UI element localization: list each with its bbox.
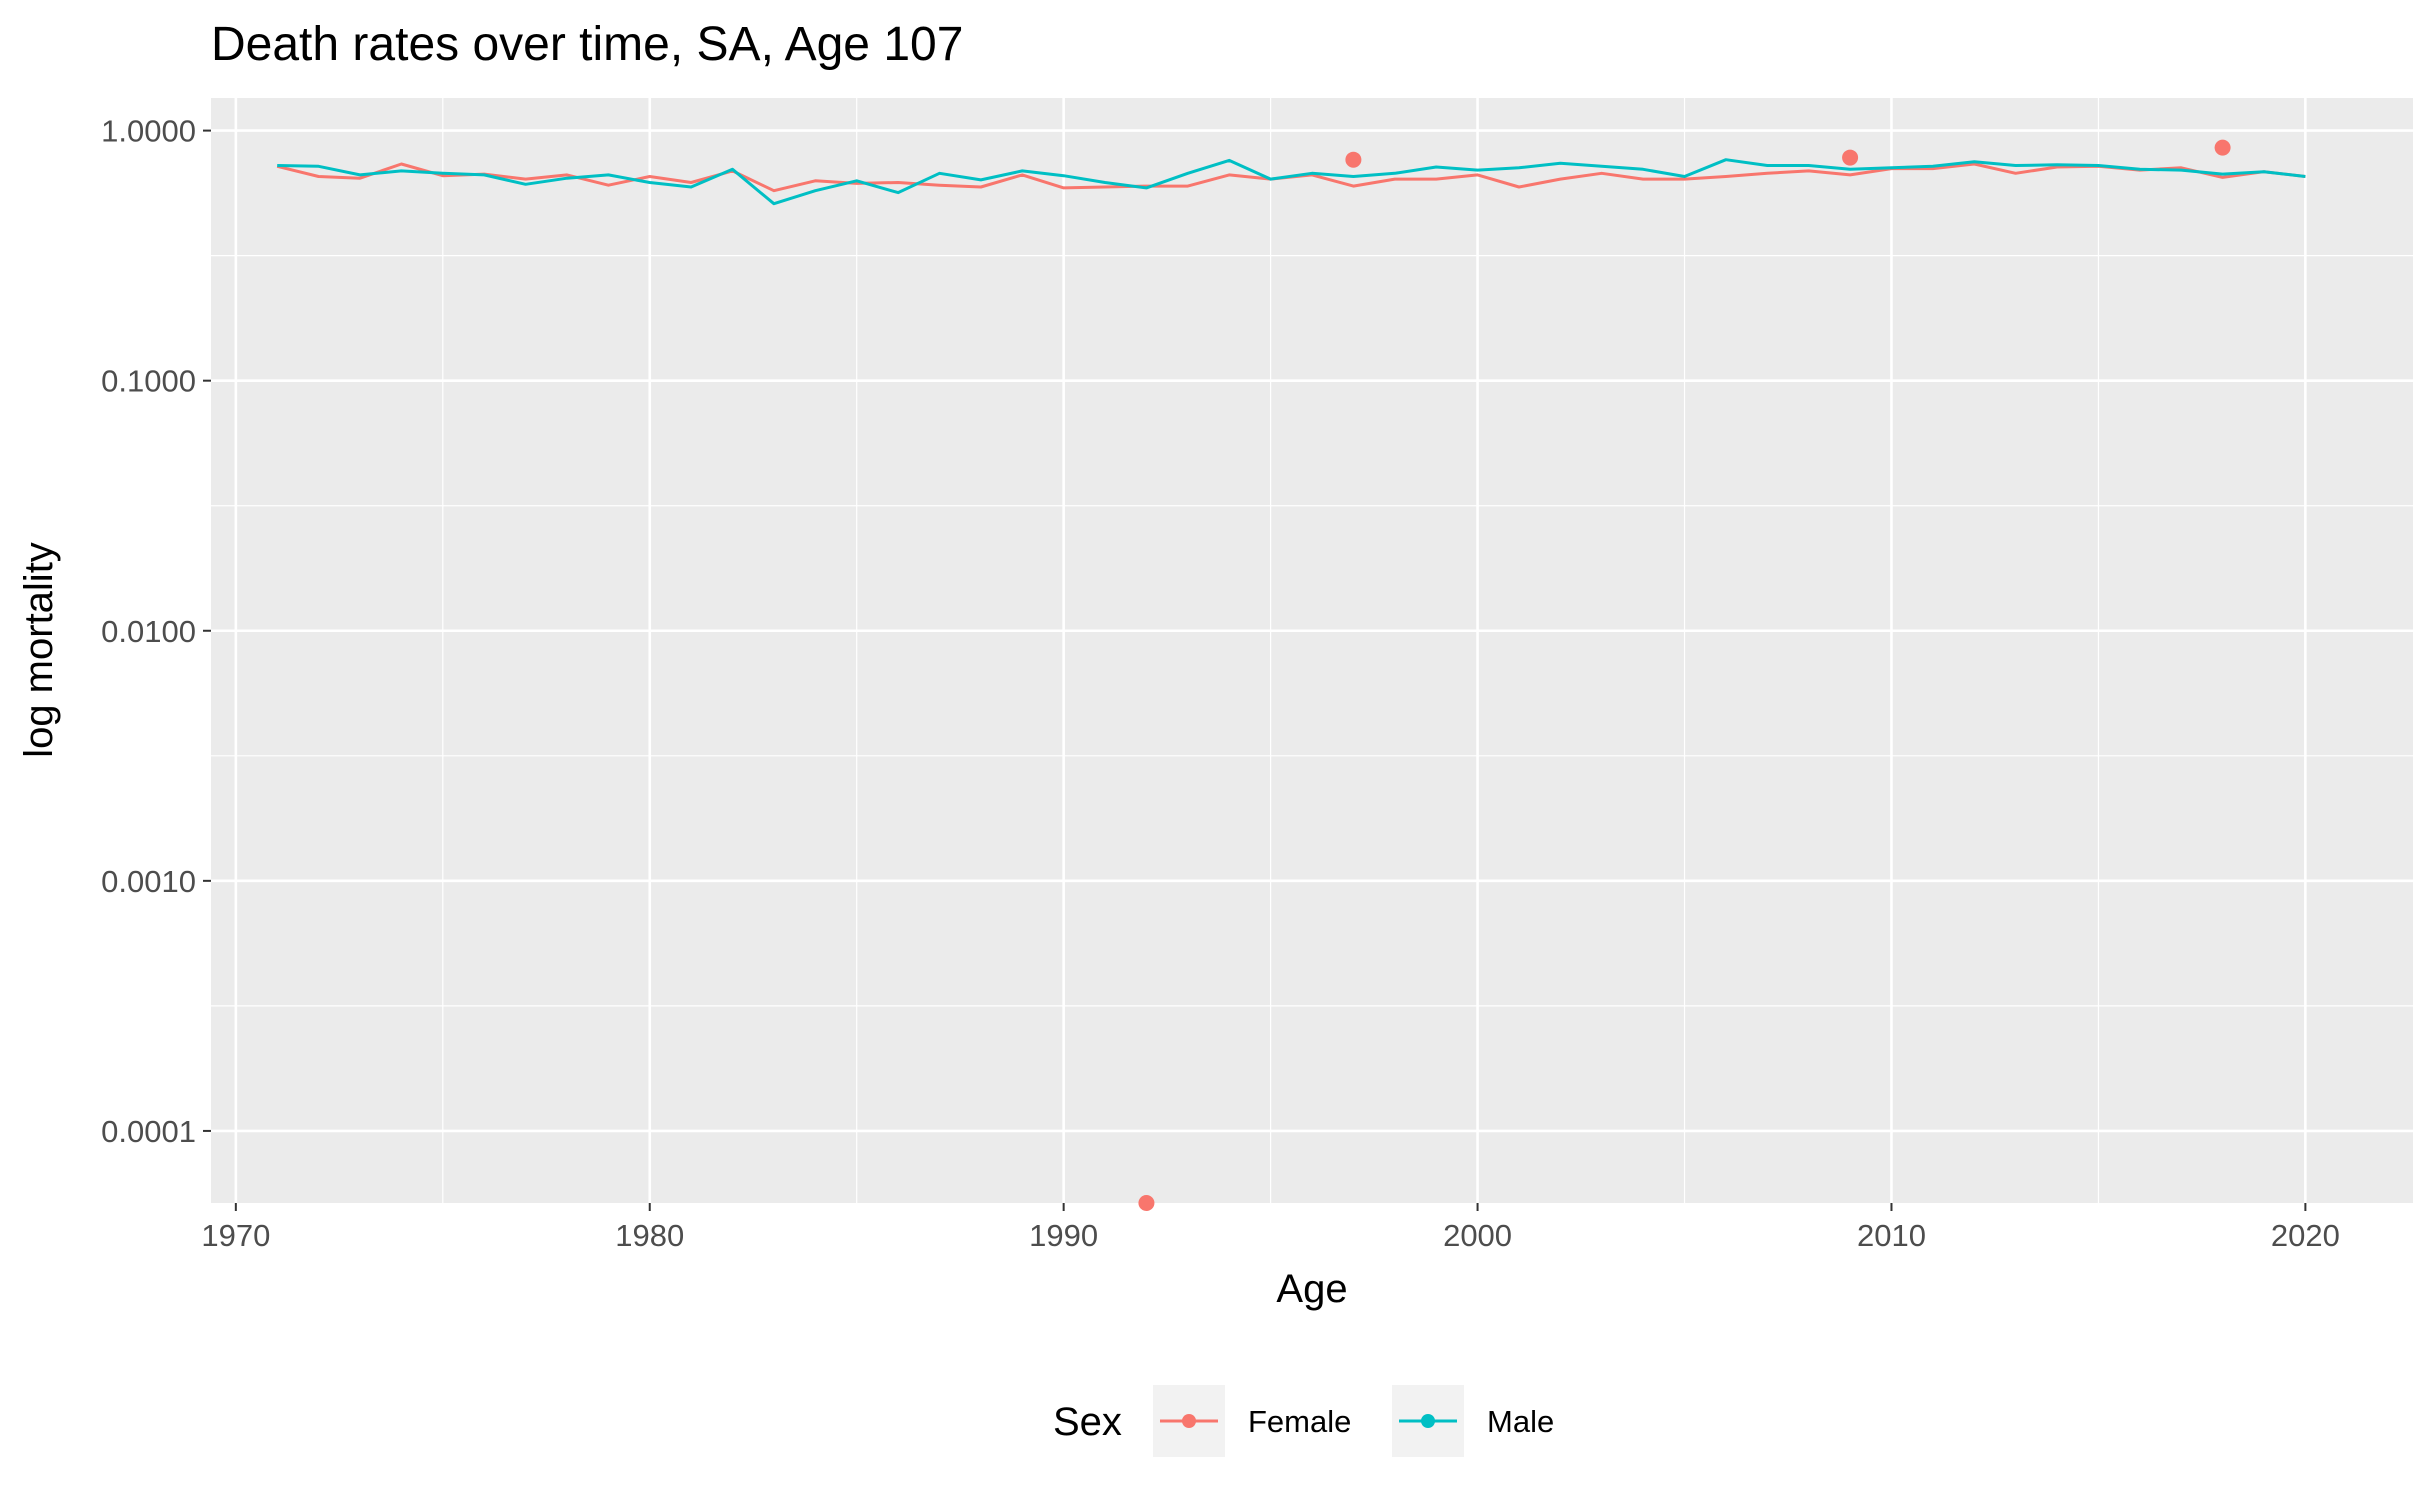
legend-item-female: Female xyxy=(1153,1385,1351,1457)
legend-label-female: Female xyxy=(1248,1404,1351,1439)
x-tick-label: 1980 xyxy=(615,1218,684,1253)
minor-gridlines xyxy=(211,98,2413,1203)
chart-title: Death rates over time, SA, Age 107 xyxy=(211,18,963,71)
legend-title: Sex xyxy=(1053,1400,1122,1444)
y-axis-title: log mortality xyxy=(17,542,61,758)
legend: Sex Female Male xyxy=(1053,1385,1554,1457)
y-tick-label: 0.0001 xyxy=(101,1114,196,1149)
series-line-male xyxy=(277,158,2306,206)
legend-label-male: Male xyxy=(1487,1404,1554,1439)
y-tick-label: 0.1000 xyxy=(101,364,196,399)
legend-key-female-point xyxy=(1182,1414,1196,1428)
y-tick-label: 0.0010 xyxy=(101,864,196,899)
legend-key-male-point xyxy=(1421,1414,1435,1428)
series-lines xyxy=(276,158,2306,206)
major-gridlines xyxy=(211,98,2413,1203)
data-point-female xyxy=(2214,139,2231,156)
series-points xyxy=(1138,139,2231,1211)
x-tick-label: 1990 xyxy=(1029,1218,1098,1253)
data-point-female xyxy=(1138,1195,1155,1211)
x-axis-title: Age xyxy=(1276,1267,1347,1311)
x-tick-label: 2010 xyxy=(1857,1218,1926,1253)
y-tick-label: 0.0100 xyxy=(101,614,196,649)
y-tick-label: 1.0000 xyxy=(101,114,196,149)
x-tick-label: 1970 xyxy=(201,1218,270,1253)
data-point-female xyxy=(1345,151,1362,168)
data-point-female xyxy=(1842,149,1859,166)
x-tick-label: 2000 xyxy=(1443,1218,1512,1253)
y-axis: 0.0001 0.0010 0.0100 0.1000 1.0000 xyxy=(101,114,211,1149)
x-tick-label: 2020 xyxy=(2271,1218,2340,1253)
plot-panel xyxy=(211,98,2413,1203)
legend-item-male: Male xyxy=(1392,1385,1554,1457)
x-axis: 1970 1980 1990 2000 2010 2020 xyxy=(201,1203,2340,1253)
